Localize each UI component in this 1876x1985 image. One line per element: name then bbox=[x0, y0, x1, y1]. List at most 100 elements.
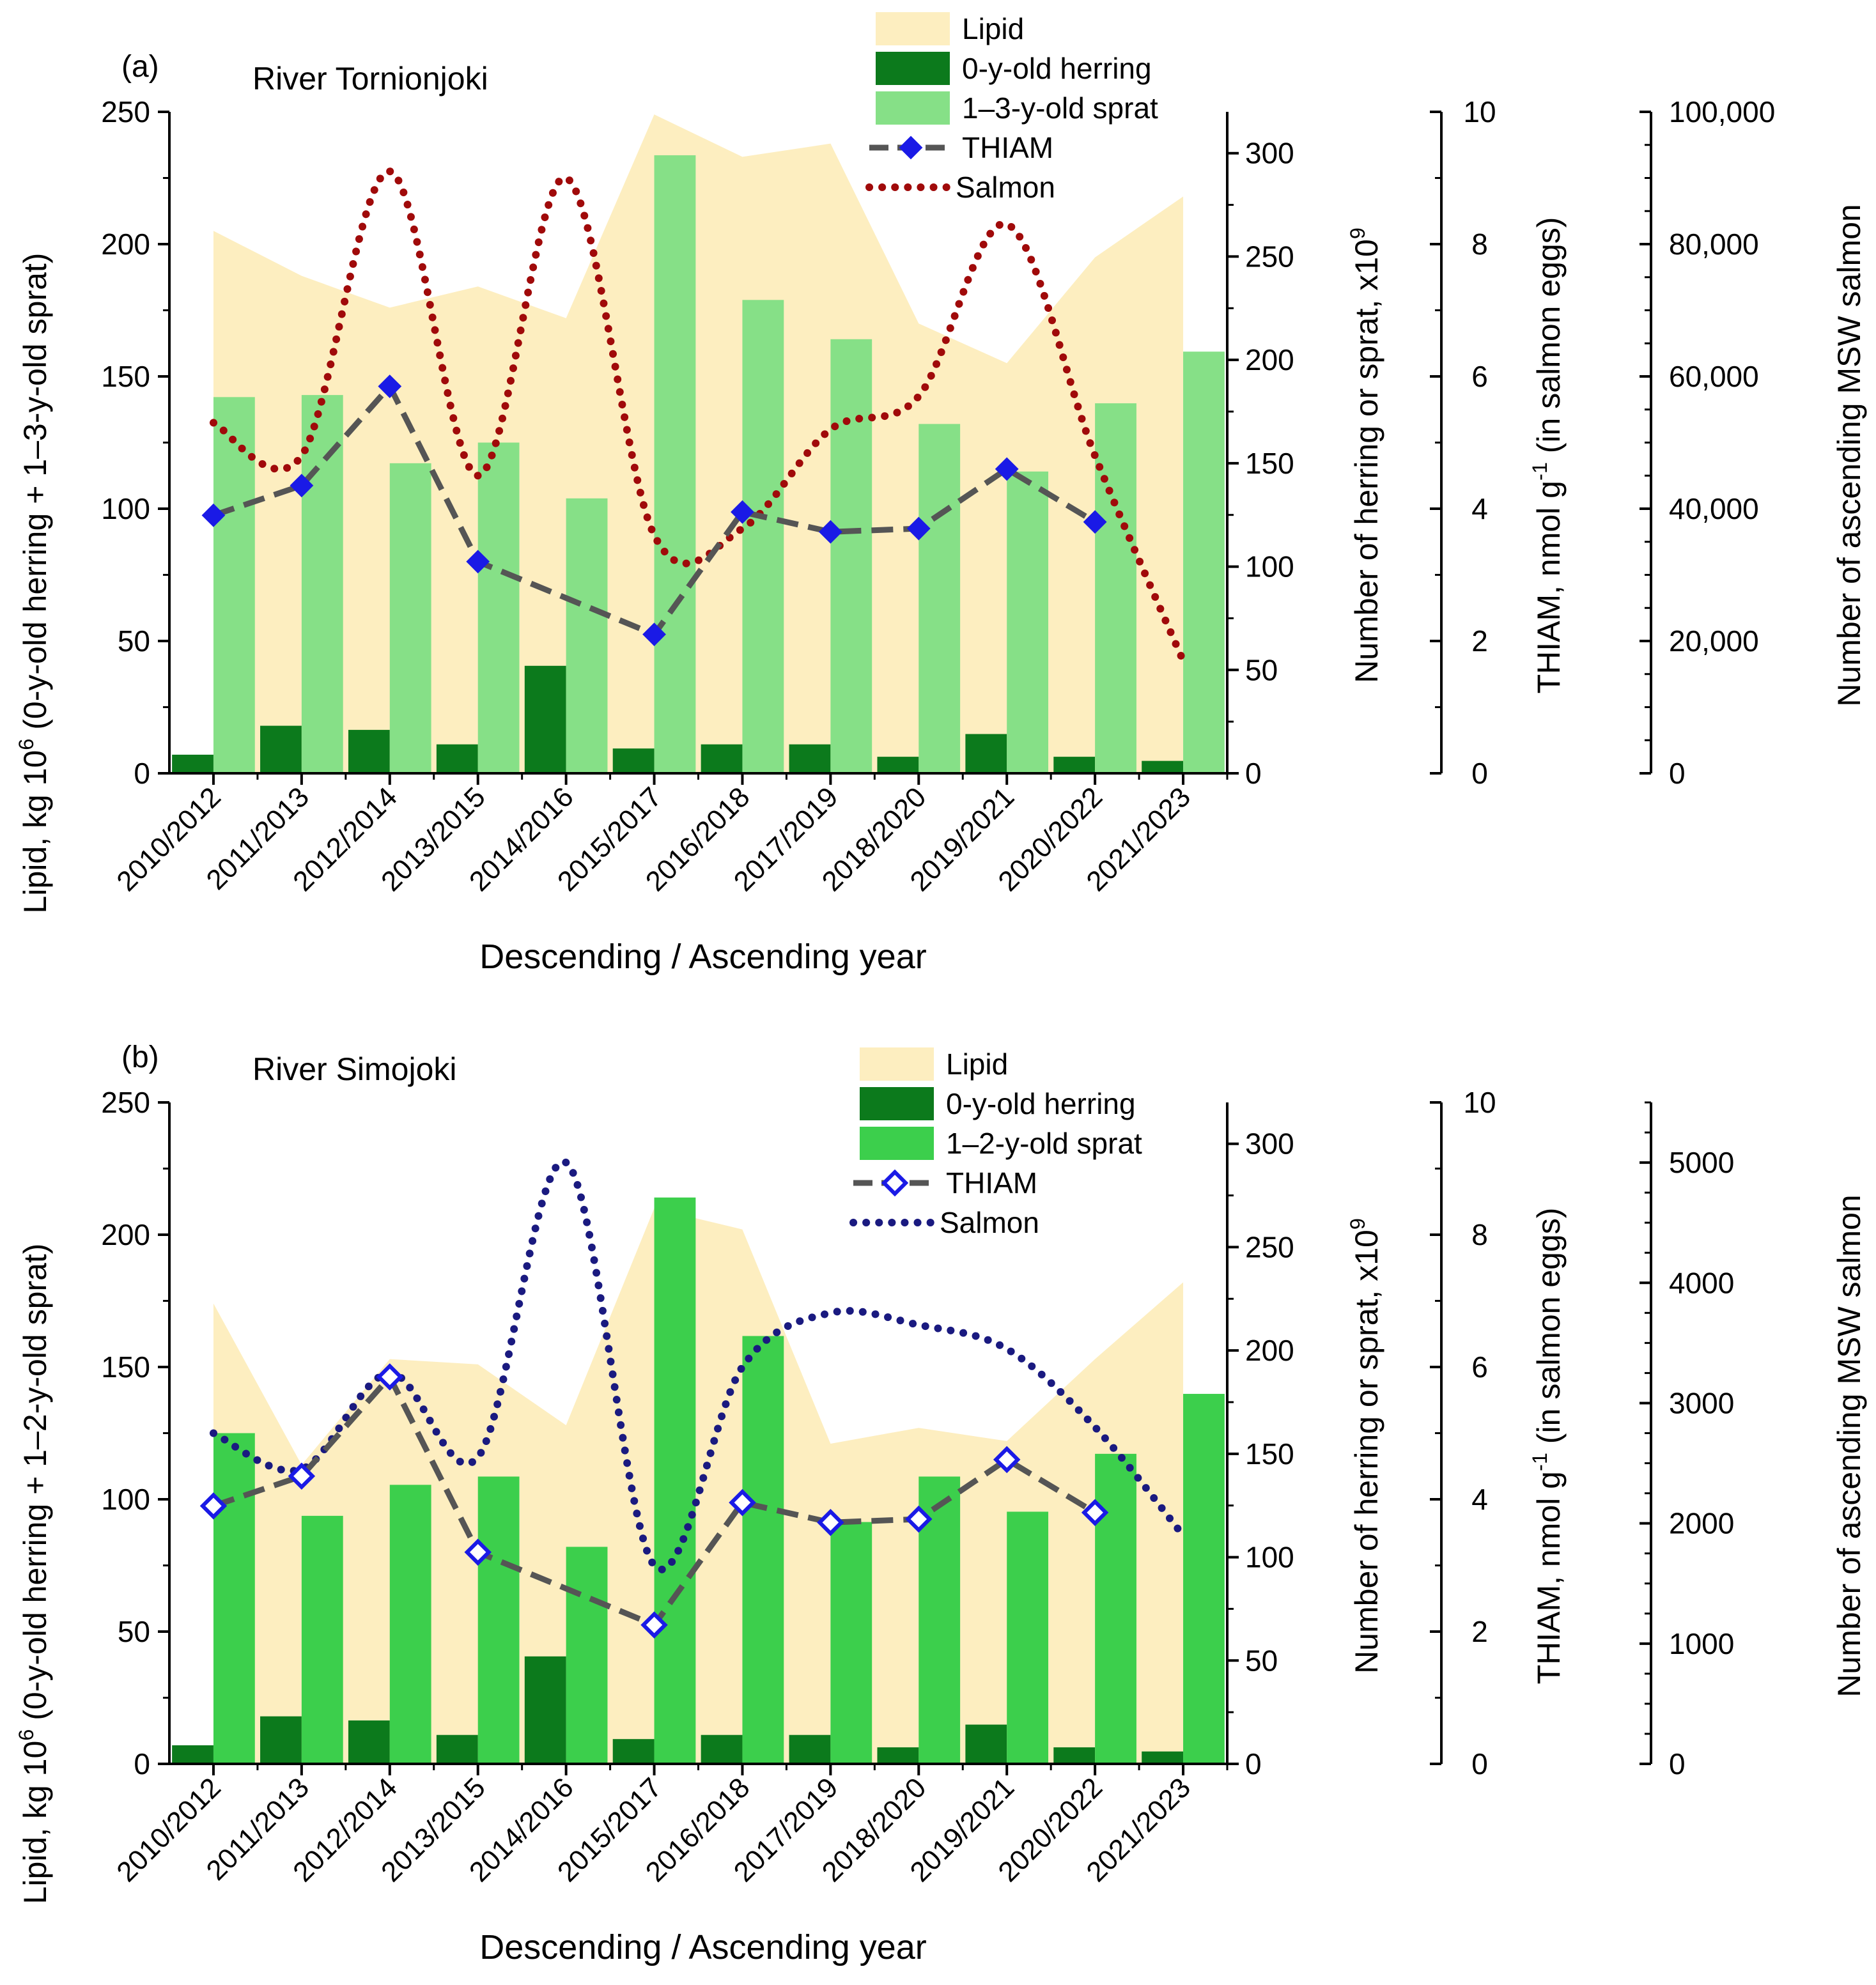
right2-tick-label: 6 bbox=[1471, 1350, 1488, 1384]
right2-axis-label-text: THIAM, nmol g bbox=[1531, 481, 1567, 693]
sprat-bar bbox=[477, 442, 520, 773]
legend: Lipid 0-y-old herring 1–2-y-old sprat THIAM… bbox=[849, 1047, 1142, 1239]
legend-thiam-label: THIAM bbox=[962, 131, 1053, 164]
right3-tick-label: 0 bbox=[1669, 1747, 1686, 1780]
right2-axis-label-superscript: -1 bbox=[1528, 462, 1551, 481]
right2-tick-label: 2 bbox=[1471, 624, 1488, 658]
herring-bar bbox=[260, 1716, 302, 1764]
thiam-marker bbox=[376, 1363, 404, 1391]
sprat-bar bbox=[389, 1485, 431, 1764]
left-axis-label-text-end: (0-y-old herring + 1–2-y-old sprat) bbox=[17, 1244, 53, 1729]
right1-tick-label: 300 bbox=[1245, 1127, 1294, 1161]
right2-tick-label: 10 bbox=[1463, 95, 1496, 128]
sprat-bar bbox=[919, 424, 961, 773]
left-tick-label: 0 bbox=[134, 1747, 150, 1780]
herring-bar bbox=[612, 1739, 655, 1764]
legend-thiam-marker bbox=[881, 1169, 909, 1197]
right3-tick-label: 4000 bbox=[1669, 1266, 1734, 1299]
left-tick-label: 250 bbox=[101, 1086, 150, 1119]
right2-tick-label: 4 bbox=[1471, 1483, 1488, 1516]
herring-bar bbox=[877, 1747, 919, 1764]
x-axis-label: Descending / Ascending year bbox=[479, 938, 926, 976]
sprat-bar bbox=[1007, 1511, 1049, 1764]
herring-bar bbox=[260, 725, 302, 773]
right2-tick-label: 0 bbox=[1471, 757, 1488, 790]
herring-bar bbox=[701, 744, 743, 773]
herring-bar bbox=[789, 1734, 831, 1764]
sprat-bar bbox=[389, 463, 431, 773]
thiam-marker bbox=[905, 1505, 933, 1533]
herring-bar bbox=[789, 744, 831, 773]
right2-axis-label-text-end: (in salmon eggs) bbox=[1531, 1208, 1567, 1453]
salmon-line bbox=[209, 1157, 1188, 1573]
sprat-bar bbox=[477, 1476, 520, 1764]
right3-axis-label-text: Number of ascending MSW salmon bbox=[1831, 1194, 1867, 1697]
legend-lipid-label: Lipid bbox=[946, 1047, 1008, 1081]
left-tick-label: 150 bbox=[101, 360, 150, 393]
left-tick-label: 200 bbox=[101, 1218, 150, 1251]
thiam-marker bbox=[464, 1538, 492, 1566]
sprat-bar bbox=[1095, 403, 1136, 773]
right1-tick-label: 150 bbox=[1245, 447, 1294, 480]
herring-bar bbox=[612, 748, 655, 773]
right1-tick-label: 200 bbox=[1245, 343, 1294, 376]
right1-tick-label: 100 bbox=[1245, 550, 1294, 583]
herring-bar bbox=[436, 1734, 478, 1764]
right3-tick-label: 20,000 bbox=[1669, 624, 1759, 658]
right1-axis-label: Number of herring or sprat, x109 bbox=[1346, 1218, 1384, 1674]
legend-herring-label: 0-y-old herring bbox=[946, 1087, 1136, 1120]
left-tick-label: 50 bbox=[118, 624, 150, 658]
right2-axis-label-text-end: (in salmon eggs) bbox=[1531, 217, 1567, 463]
sprat-bar bbox=[742, 300, 784, 773]
thiam-marker bbox=[201, 503, 226, 527]
thiam-marker bbox=[288, 1462, 316, 1490]
herring-bar bbox=[965, 734, 1007, 773]
thiam-marker bbox=[1083, 510, 1107, 534]
left-tick-label: 100 bbox=[101, 1483, 150, 1516]
sprat-bar bbox=[566, 1547, 608, 1764]
thiam-marker bbox=[993, 1446, 1021, 1474]
right2-tick-label: 8 bbox=[1471, 1218, 1488, 1251]
left-axis-label-superscript: 6 bbox=[15, 1729, 38, 1741]
right1-tick-label: 150 bbox=[1245, 1437, 1294, 1471]
thiam-marker bbox=[640, 1611, 668, 1639]
right2-axis-label-superscript: -1 bbox=[1528, 1453, 1551, 1471]
left-tick-label: 50 bbox=[118, 1615, 150, 1648]
legend-sprat-label: 1–3-y-old sprat bbox=[962, 91, 1158, 125]
right1-tick-label: 100 bbox=[1245, 1541, 1294, 1574]
sprat-bar bbox=[742, 1336, 784, 1764]
sprat-bar bbox=[1183, 1394, 1225, 1764]
thiam-marker bbox=[817, 1508, 844, 1536]
sprat-bar bbox=[213, 397, 255, 773]
herring-bar bbox=[1142, 761, 1184, 773]
thiam-marker bbox=[290, 474, 314, 498]
legend-lipid-label: Lipid bbox=[962, 12, 1024, 45]
panel-label: (a) bbox=[121, 50, 159, 84]
left-tick-label: 200 bbox=[101, 228, 150, 261]
x-axis-label: Descending / Ascending year bbox=[479, 1928, 926, 1966]
right2-axis-label: THIAM, nmol g-1 (in salmon eggs) bbox=[1528, 217, 1567, 694]
herring-bar bbox=[524, 665, 566, 773]
thiam-line bbox=[212, 1371, 1097, 1629]
right2-tick-label: 10 bbox=[1463, 1086, 1496, 1119]
legend-salmon-label: Salmon bbox=[956, 171, 1055, 204]
right1-axis-label: Number of herring or sprat, x109 bbox=[1346, 228, 1384, 683]
sprat-bar bbox=[213, 1433, 255, 1764]
right3-tick-label: 0 bbox=[1669, 757, 1686, 790]
left-tick-label: 150 bbox=[101, 1350, 150, 1384]
right3-tick-label: 3000 bbox=[1669, 1386, 1734, 1419]
thiam-line bbox=[212, 381, 1097, 638]
right3-tick-label: 60,000 bbox=[1669, 360, 1759, 393]
herring-bar bbox=[172, 754, 213, 773]
thiam-marker bbox=[731, 500, 754, 524]
herring-bar bbox=[1053, 1747, 1096, 1764]
salmon-line bbox=[209, 167, 1188, 665]
thiam-marker bbox=[729, 1488, 756, 1517]
panel-label: (b) bbox=[121, 1040, 159, 1074]
legend-lipid-swatch bbox=[860, 1047, 934, 1081]
right1-tick-label: 300 bbox=[1245, 137, 1294, 170]
right3-tick-label: 5000 bbox=[1669, 1146, 1734, 1179]
sprat-bar bbox=[1183, 351, 1225, 773]
right1-tick-label: 200 bbox=[1245, 1334, 1294, 1367]
